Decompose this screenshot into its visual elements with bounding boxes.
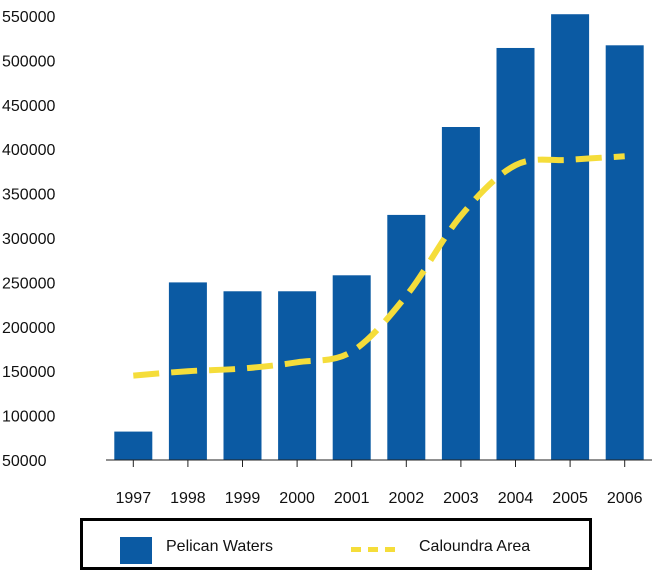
y-tick-label: 500000 <box>2 53 55 70</box>
chart: 550000 500000 450000 400000 350000 300000 2500… <box>2 9 652 507</box>
bar-1999 <box>223 291 262 460</box>
bar-2006 <box>605 45 644 460</box>
y-tick-label: 200000 <box>2 320 55 337</box>
y-tick-label: 50000 <box>2 453 47 470</box>
y-tick-label: 100000 <box>2 409 55 426</box>
bar-2004 <box>496 47 535 461</box>
bar-2003 <box>441 127 480 460</box>
x-tick-label-2006: 2006 <box>607 490 643 507</box>
x-tick-label-1998: 1998 <box>170 490 206 507</box>
bar-1997 <box>114 431 153 460</box>
x-tick-label-2000: 2000 <box>279 490 315 507</box>
x-tick-label-1999: 1999 <box>225 490 261 507</box>
x-axis-ticks: 1997 1998 1999 2000 2001 2002 2003 2004 2005 2006 <box>116 460 643 507</box>
y-tick-label: 450000 <box>2 98 55 115</box>
bar-2001 <box>332 275 371 460</box>
x-tick-label-2003: 2003 <box>443 490 479 507</box>
legend: Pelican Waters Caloundra Area <box>80 518 592 570</box>
y-tick-label: 350000 <box>2 187 55 204</box>
x-tick-label-2005: 2005 <box>552 490 588 507</box>
legend-line-caloundra-area <box>351 547 395 552</box>
series-line-caloundra-area <box>133 153 625 379</box>
y-tick-label: 300000 <box>2 231 55 248</box>
bar-2002 <box>387 214 426 460</box>
y-tick-label: 400000 <box>2 142 55 159</box>
bars <box>114 14 644 461</box>
legend-label-caloundra-area: Caloundra Area <box>419 538 531 555</box>
legend-swatch-pelican-waters <box>120 537 152 564</box>
bar-2000 <box>278 291 317 460</box>
x-tick-label-1997: 1997 <box>116 490 152 507</box>
x-tick-label-2001: 2001 <box>334 490 370 507</box>
x-tick-label-2004: 2004 <box>498 490 534 507</box>
y-tick-label: 250000 <box>2 275 55 292</box>
y-axis-ticks: 550000 500000 450000 400000 350000 300000 2500… <box>2 9 55 470</box>
y-tick-label: 550000 <box>2 9 55 26</box>
y-tick-label: 150000 <box>2 364 55 381</box>
x-tick-label-2002: 2002 <box>389 490 425 507</box>
legend-label-pelican-waters: Pelican Waters <box>166 538 273 555</box>
bar-2005 <box>551 14 590 461</box>
